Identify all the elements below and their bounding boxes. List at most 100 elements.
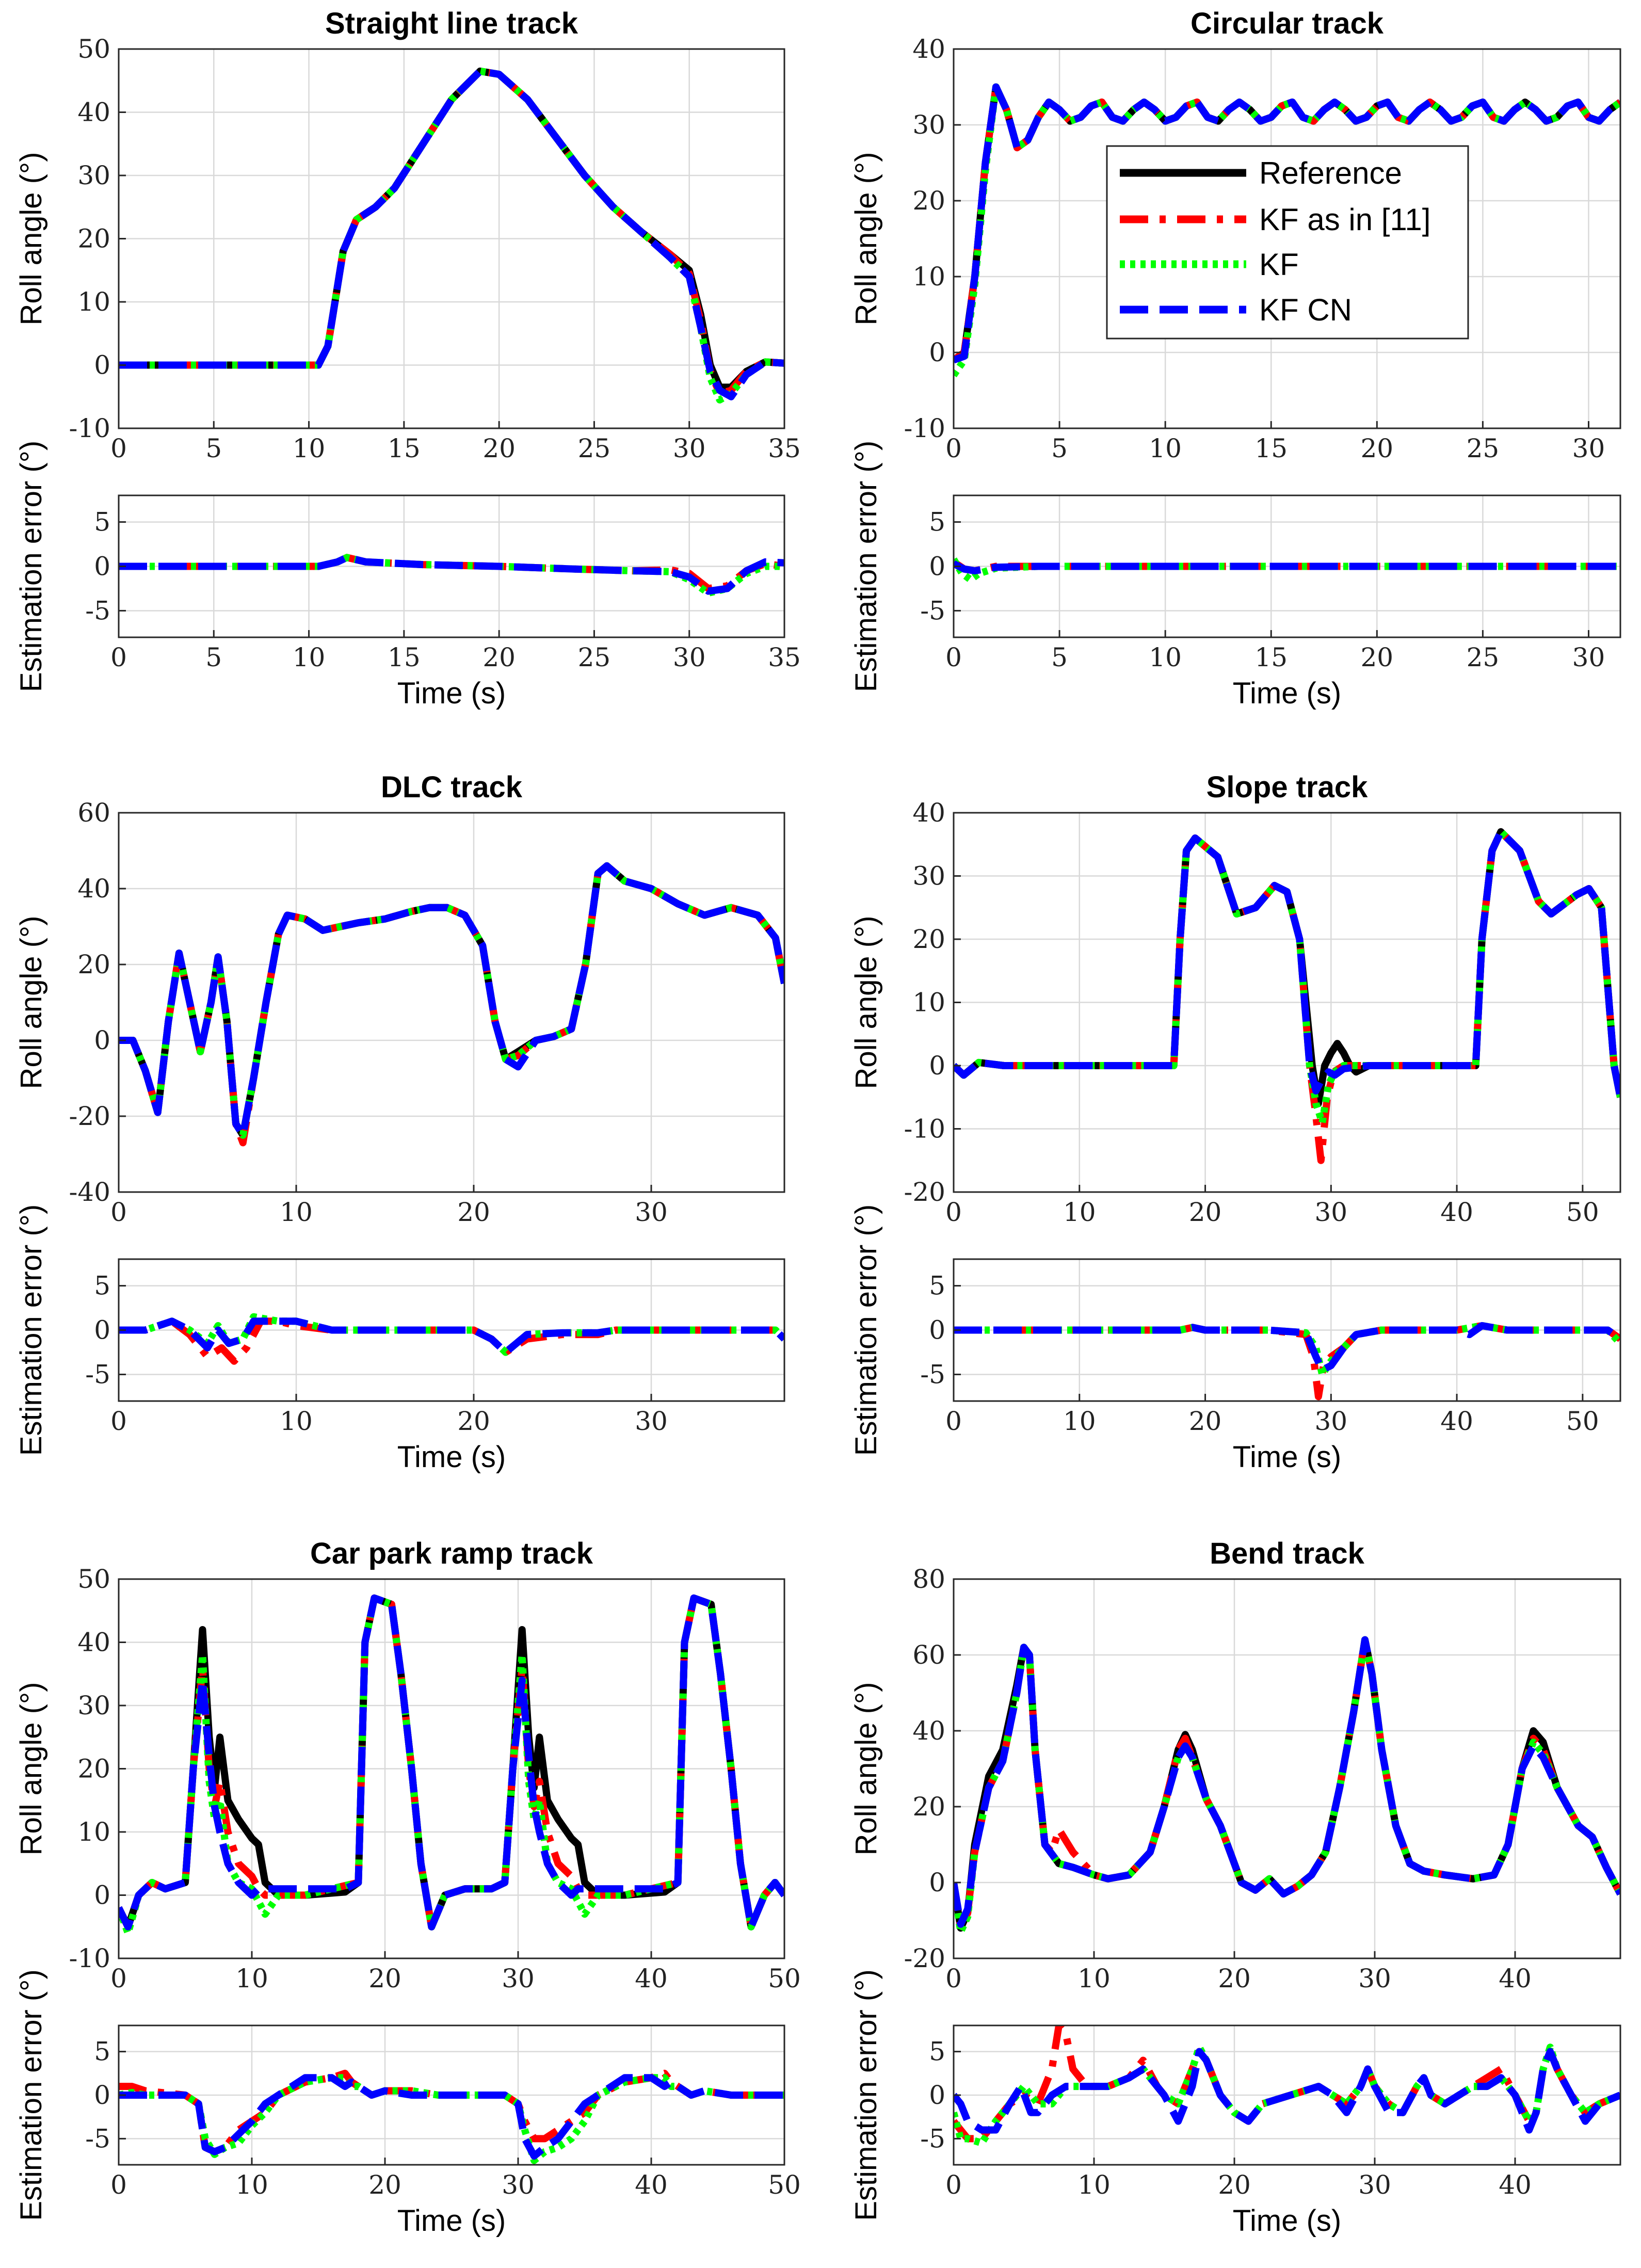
x-tick-label: 50 [1566, 1197, 1599, 1227]
y-tick-label: -5 [85, 1359, 110, 1389]
axes-frame [118, 812, 785, 1193]
y-tick-label: 40 [77, 1628, 110, 1658]
y-tick-label: 0 [94, 552, 110, 582]
chart-title: Car park ramp track [310, 1537, 593, 1570]
y-tick-label: 40 [77, 98, 110, 127]
y-axis-label: Estimation error (°) [14, 1969, 48, 2221]
x-tick-label: 20 [368, 2170, 401, 2200]
y-tick-label: 80 [912, 1564, 945, 1594]
x-tick-label: 15 [388, 433, 421, 463]
y-tick-label: 30 [77, 160, 110, 190]
y-axis-label: Estimation error (°) [14, 441, 48, 692]
y-tick-label: 0 [94, 1025, 110, 1055]
x-tick-label: 0 [110, 1964, 127, 1993]
x-tick-label: 10 [235, 1964, 268, 1993]
y-tick-label: -10 [904, 413, 945, 443]
series-line-kf-cn [954, 828, 1620, 1098]
x-axis-label: Time (s) [397, 677, 506, 710]
series-line-kf-cn [119, 862, 784, 1139]
x-tick-label: 0 [110, 642, 127, 672]
x-tick-label: 20 [482, 642, 516, 672]
x-tick-label: 30 [1315, 1197, 1348, 1227]
x-tick-label: 40 [1499, 2170, 1532, 2200]
y-tick-label: -10 [69, 413, 110, 443]
legend-label-reference: Reference [1259, 156, 1402, 190]
series-line-kf-cn [954, 1636, 1620, 1928]
y-tick-label: -20 [69, 1101, 110, 1131]
series-line-kf-cn [119, 1317, 784, 1356]
y-tick-label: 30 [912, 861, 945, 891]
x-tick-label: 30 [673, 642, 706, 672]
y-tick-label: 10 [77, 287, 110, 317]
chart-title: Bend track [1210, 1537, 1365, 1570]
x-tick-label: 20 [482, 433, 516, 463]
legend: Reference KF as in [11] KF KF CN [1106, 145, 1469, 340]
series-group [954, 1636, 1620, 1936]
x-tick-label: 10 [1063, 1197, 1096, 1227]
y-tick-label: -5 [920, 596, 945, 625]
x-tick-label: 10 [280, 1197, 313, 1227]
series-group [954, 557, 1620, 584]
y-axis-label: Estimation error (°) [14, 1204, 48, 1456]
y-axis-label: Estimation error (°) [849, 441, 883, 692]
y-axis-label: Roll angle (°) [849, 1682, 883, 1856]
x-tick-label: 40 [1440, 1406, 1473, 1436]
series-group [954, 83, 1620, 378]
x-tick-label: 30 [673, 433, 706, 463]
series-group [119, 554, 784, 597]
chart-title: Slope track [1206, 770, 1368, 804]
x-tick-label: 20 [457, 1197, 490, 1227]
y-tick-label: -10 [69, 1943, 110, 1973]
series-line-kf-cn [954, 83, 1620, 364]
y-tick-label: 5 [929, 2037, 945, 2067]
x-tick-label: 40 [635, 1964, 668, 1993]
y-tick-label: 0 [929, 552, 945, 582]
chart-title: Straight line track [325, 7, 578, 40]
y-axis-label: Roll angle (°) [14, 152, 48, 326]
y-tick-label: -20 [904, 1177, 945, 1207]
y-axis-label: Estimation error (°) [849, 1969, 883, 2221]
y-tick-label: 60 [912, 1640, 945, 1670]
y-tick-label: -5 [920, 1359, 945, 1389]
x-tick-label: 20 [1218, 1964, 1251, 1993]
series-line-kf-cn [119, 67, 784, 400]
y-axis-label: Roll angle (°) [14, 1682, 48, 1856]
x-tick-label: 10 [235, 2170, 268, 2200]
y-tick-label: 10 [912, 262, 945, 292]
series-line-kf [954, 828, 1620, 1127]
y-tick-label: 30 [912, 110, 945, 140]
series-group [954, 828, 1620, 1164]
y-tick-label: -10 [904, 1114, 945, 1144]
y-axis-label: Roll angle (°) [849, 916, 883, 1089]
y-tick-label: 40 [912, 34, 945, 64]
y-tick-label: 10 [912, 988, 945, 1018]
y-tick-label: -5 [85, 596, 110, 625]
x-tick-label: 30 [1358, 2170, 1391, 2200]
x-tick-label: 10 [293, 642, 326, 672]
y-tick-label: -5 [85, 2124, 110, 2153]
y-tick-label: 30 [77, 1691, 110, 1720]
y-tick-label: -5 [920, 2124, 945, 2153]
y-tick-label: 20 [912, 924, 945, 954]
plot-area [119, 813, 784, 1192]
y-tick-label: 40 [912, 798, 945, 828]
axes-frame [953, 48, 1621, 429]
chart-title: DLC track [381, 770, 523, 804]
y-tick-label: 10 [77, 1817, 110, 1847]
y-tick-label: 5 [929, 507, 945, 537]
x-tick-label: 30 [502, 2170, 535, 2200]
series-group [954, 1322, 1620, 1401]
series-line-kf-cn [119, 1594, 784, 1931]
y-tick-label: 0 [929, 1051, 945, 1081]
x-tick-label: 30 [635, 1197, 668, 1227]
y-axis-label: Roll angle (°) [14, 916, 48, 1089]
y-tick-label: 0 [929, 1868, 945, 1897]
x-tick-label: 20 [1189, 1197, 1222, 1227]
x-tick-label: 35 [768, 433, 801, 463]
